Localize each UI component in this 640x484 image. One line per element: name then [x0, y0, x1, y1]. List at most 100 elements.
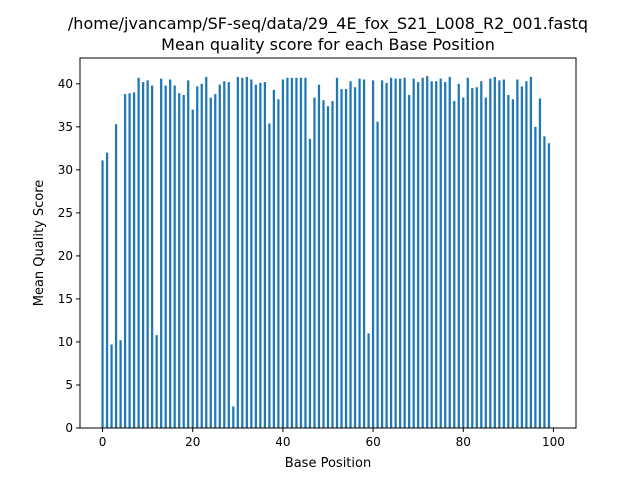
bar-pos-77 — [448, 76, 451, 429]
bar-pos-97 — [538, 98, 542, 428]
bar-pos-35 — [259, 82, 262, 428]
chart-subtitle: Mean quality score for each Base Positio… — [161, 35, 495, 54]
bar-pos-44 — [299, 77, 303, 428]
y-axis-label: Mean Quality Score — [32, 180, 47, 307]
bar-pos-89 — [502, 79, 505, 428]
bar-pos-12 — [155, 335, 158, 428]
x-tick-label: 80 — [456, 435, 471, 449]
bar-pos-27 — [223, 81, 226, 428]
x-tick-label: 0 — [99, 435, 107, 449]
bar-pos-73 — [430, 81, 433, 428]
bar-pos-6 — [128, 93, 131, 428]
x-tick-label: 100 — [542, 435, 565, 449]
bar-pos-16 — [173, 85, 176, 428]
bar-pos-0 — [101, 160, 104, 428]
bar-pos-96 — [534, 126, 537, 428]
x-tick-label: 60 — [365, 435, 380, 449]
bar-pos-83 — [475, 87, 478, 428]
bar-pos-45 — [304, 77, 307, 428]
bar-pos-72 — [426, 76, 429, 428]
chart-title: /home/jvancamp/SF-seq/data/29_4E_fox_S21… — [68, 14, 588, 34]
bar-pos-49 — [322, 100, 325, 428]
bar-pos-24 — [209, 97, 212, 428]
bar-pos-29 — [232, 406, 235, 428]
bar-pos-51 — [331, 101, 334, 429]
bar-pos-88 — [498, 80, 501, 429]
bar-pos-17 — [178, 93, 181, 428]
bar-pos-47 — [313, 97, 316, 428]
bar-pos-54 — [344, 88, 348, 428]
bar-pos-1 — [105, 152, 109, 428]
bar-pos-60 — [371, 80, 375, 429]
bar-pos-20 — [191, 109, 194, 428]
bar-pos-43 — [295, 77, 298, 428]
bar-pos-34 — [254, 84, 257, 429]
bar-pos-3 — [114, 124, 118, 428]
y-tick-label: 35 — [58, 120, 73, 134]
bar-pos-93 — [520, 86, 524, 429]
bar-pos-80 — [462, 97, 465, 428]
bar-pos-37 — [268, 123, 271, 429]
bar-pos-30 — [236, 76, 239, 429]
bar-pos-41 — [286, 77, 289, 428]
bar-pos-15 — [169, 79, 172, 428]
bar-pos-13 — [160, 78, 163, 429]
bar-pos-7 — [132, 92, 136, 429]
x-axis-label: Base Position — [285, 456, 371, 471]
y-tick-label: 30 — [58, 163, 73, 177]
bar-pos-28 — [227, 82, 230, 428]
bar-pos-98 — [543, 136, 546, 429]
bar-pos-46 — [308, 138, 312, 428]
bar-pos-81 — [466, 77, 469, 428]
y-tick-label: 5 — [65, 378, 73, 392]
bar-pos-11 — [151, 85, 154, 428]
bar-pos-23 — [205, 76, 208, 429]
bar-pos-10 — [146, 80, 149, 429]
bar-pos-61 — [376, 121, 379, 429]
y-tick-label: 0 — [65, 421, 73, 435]
bar-pos-57 — [358, 78, 361, 429]
bar-pos-39 — [277, 99, 280, 429]
bar-pos-71 — [421, 77, 424, 428]
bar-pos-69 — [412, 78, 415, 429]
bar-pos-38 — [272, 89, 276, 428]
bar-pos-25 — [214, 94, 217, 428]
bar-pos-55 — [349, 81, 352, 428]
bar-pos-76 — [444, 82, 447, 428]
bar-pos-56 — [353, 87, 357, 428]
bar-pos-42 — [290, 77, 294, 428]
bar-pos-65 — [394, 78, 397, 429]
y-tick-label: 10 — [58, 335, 73, 349]
bar-pos-91 — [511, 99, 514, 429]
y-tick-label: 40 — [58, 77, 73, 91]
bar-pos-90 — [507, 95, 510, 428]
bar-pos-75 — [439, 78, 442, 429]
bar-pos-78 — [453, 101, 456, 429]
bar-pos-53 — [340, 88, 343, 428]
bar-pos-14 — [164, 85, 167, 428]
bar-pos-26 — [218, 84, 221, 429]
bar-pos-67 — [403, 77, 406, 428]
bar-pos-95 — [529, 76, 533, 429]
bar-pos-86 — [489, 78, 492, 429]
bar-pos-62 — [380, 80, 384, 429]
x-tick-label: 40 — [275, 435, 290, 449]
bar-pos-63 — [385, 82, 388, 428]
bar-pos-70 — [417, 82, 420, 428]
bars-group — [101, 76, 551, 429]
bar-pos-31 — [241, 77, 244, 428]
bar-pos-52 — [335, 77, 339, 428]
bar-pos-33 — [250, 79, 253, 428]
bar-pos-82 — [471, 88, 474, 429]
bar-pos-40 — [281, 79, 285, 428]
y-tick-label: 25 — [58, 206, 73, 220]
bar-pos-66 — [399, 78, 402, 429]
x-axis-ticks: 0 20 40 60 80 100 — [99, 428, 565, 449]
y-tick-label: 20 — [58, 249, 73, 263]
plot-frame — [79, 57, 577, 429]
bar-pos-84 — [480, 81, 483, 428]
bar-pos-92 — [516, 79, 519, 428]
bar-pos-99 — [547, 143, 551, 428]
